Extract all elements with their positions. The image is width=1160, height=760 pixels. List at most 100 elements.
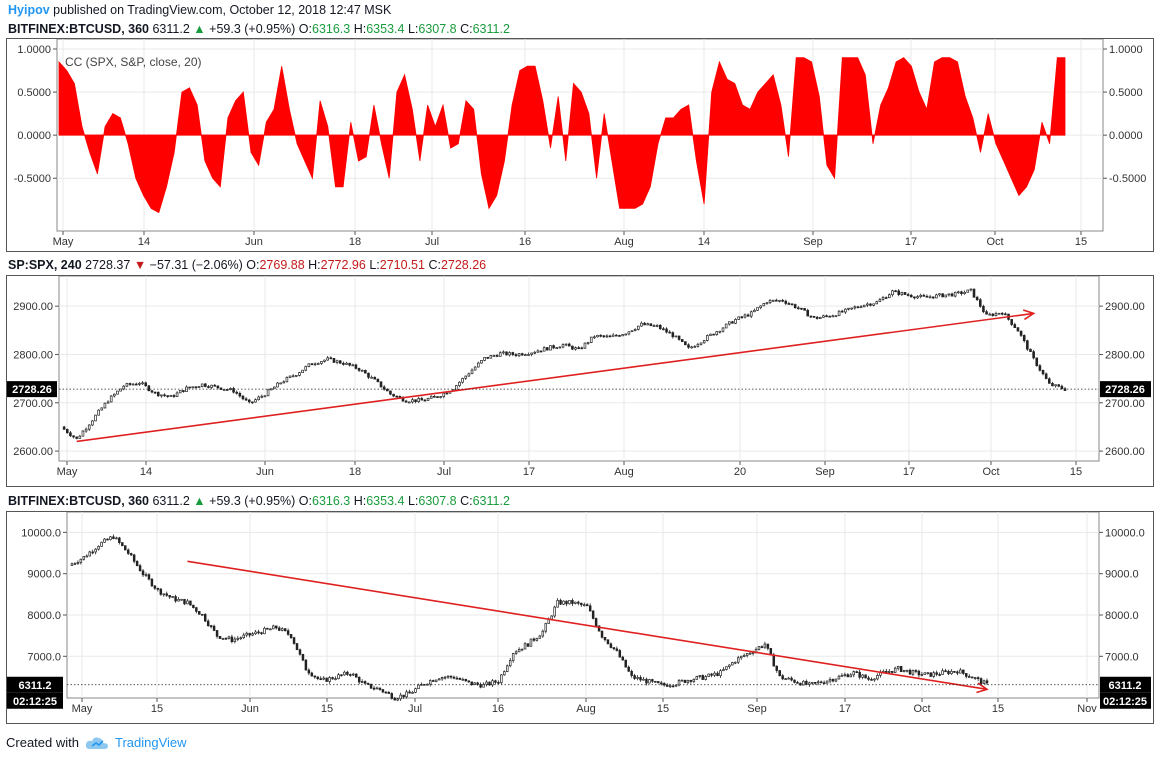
plot-area-border [58, 275, 1100, 462]
candle-down [677, 335, 681, 340]
candle-up [648, 679, 651, 684]
candle-down [577, 601, 580, 604]
candle-up [561, 344, 565, 348]
candle-up [920, 674, 924, 676]
y-tick-label-right: 2800.00 [1105, 349, 1145, 361]
candle-up [822, 315, 825, 318]
x-tick-label: 16 [492, 703, 504, 715]
candle-down [731, 321, 734, 324]
candle-down [580, 602, 583, 606]
candle-up [100, 407, 104, 411]
candle-down [329, 357, 333, 360]
candle-up [251, 633, 254, 636]
tradingview-cloud-icon[interactable] [85, 736, 109, 750]
candle-up [320, 361, 323, 364]
candle-up [171, 596, 174, 598]
candle-up [564, 343, 568, 346]
candle-down [244, 398, 248, 401]
candle-up [881, 297, 885, 300]
candle-up [257, 396, 260, 401]
candle-up [935, 294, 938, 299]
candle-up [734, 661, 737, 664]
y-tick-label-left: 7000.0 [27, 651, 61, 663]
candle-up [771, 299, 775, 302]
candle-up [81, 430, 85, 437]
candle-down [799, 682, 802, 686]
y-tick-label-right: -0.5000 [1109, 173, 1146, 185]
candle-down [917, 670, 921, 676]
candle-down [1022, 335, 1026, 342]
candle-up [873, 678, 876, 681]
candle-down [797, 307, 800, 310]
spx-chart[interactable]: 2900.00 2900.00 2800.00 2800.00 2700.00 2700.… [7, 275, 1153, 486]
candle-down [772, 654, 776, 667]
candle-down [218, 635, 222, 639]
correlation-panel[interactable]: 1.0000 1.0000 0.5000 0.5000 0.0000 0.0000 -0.5… [6, 38, 1154, 252]
candle-down [781, 299, 784, 302]
candle-up [695, 675, 699, 680]
candle-down [292, 637, 296, 644]
candle-down [486, 356, 489, 359]
candle-up [655, 324, 659, 327]
x-tick-label: Nov [1077, 703, 1097, 715]
x-tick-label: 17 [839, 703, 851, 715]
candle-up [236, 637, 240, 640]
candle-up [429, 395, 433, 399]
candle-up [759, 305, 762, 308]
candle-down [174, 596, 177, 602]
candle-down [806, 309, 810, 317]
candle-up [489, 355, 493, 359]
x-tick-label: Jul [437, 466, 451, 478]
candle-down [194, 386, 198, 389]
candle-up [524, 354, 527, 356]
candle-down [260, 632, 263, 635]
candle-up [722, 669, 725, 672]
candle-down [232, 388, 235, 393]
candle-down [316, 676, 319, 679]
candle-down [497, 681, 500, 684]
candle-down [275, 625, 278, 629]
candle-down [712, 333, 715, 336]
candle-up [254, 399, 257, 403]
candle-up [84, 428, 88, 432]
candle-down [307, 669, 311, 674]
candle-down [660, 682, 663, 685]
candle-down [615, 334, 618, 337]
candle-up [360, 369, 364, 372]
candle-down [978, 299, 982, 307]
btc-chart[interactable]: 10000.0 10000.0 9000.0 9000.0 8000.0 8000.0 70… [7, 511, 1153, 723]
btc-panel[interactable]: 10000.0 10000.0 9000.0 9000.0 8000.0 8000.0 70… [6, 511, 1154, 724]
candle-up [721, 327, 725, 332]
candle-down [357, 676, 361, 683]
candle-down [225, 389, 229, 391]
candle-up [82, 556, 86, 560]
candle-down [192, 604, 195, 608]
x-tick-label: May [53, 236, 74, 248]
candle-up [483, 356, 486, 361]
candle-down [106, 538, 109, 541]
tradingview-brand-link[interactable]: TradingView [114, 735, 187, 750]
candle-down [390, 693, 394, 699]
candle-up [109, 536, 112, 540]
spx-panel[interactable]: 2900.00 2900.00 2800.00 2800.00 2700.00 2700.… [6, 275, 1154, 487]
y-tick-label-right: 2900.00 [1105, 301, 1145, 313]
x-tick-label: 15 [992, 703, 1004, 715]
panel3-close: C:6311.2 [460, 494, 510, 508]
candle-up [630, 330, 634, 333]
panel1-symbol[interactable]: BITFINEX:BTCUSD, 360 [8, 22, 149, 36]
candle-up [352, 673, 355, 676]
x-tick-label: May [57, 466, 78, 478]
candle-down [975, 296, 979, 301]
candle-up [429, 680, 432, 685]
candle-up [753, 309, 756, 313]
correlation-chart[interactable]: 1.0000 1.0000 0.5000 0.5000 0.0000 0.0000 -0.5… [7, 38, 1153, 251]
candle-down [436, 396, 439, 398]
study-label[interactable]: CC (SPX, S&P, close, 20) [65, 55, 202, 69]
candle-up [544, 623, 548, 632]
panel2-symbol[interactable]: SP:SPX, 240 [8, 258, 82, 272]
author-link[interactable]: Hyipov [8, 3, 50, 17]
panel3-symbol[interactable]: BITFINEX:BTCUSD, 360 [8, 494, 149, 508]
candle-up [144, 574, 148, 577]
candle-down [982, 305, 985, 313]
candle-down [846, 674, 850, 678]
